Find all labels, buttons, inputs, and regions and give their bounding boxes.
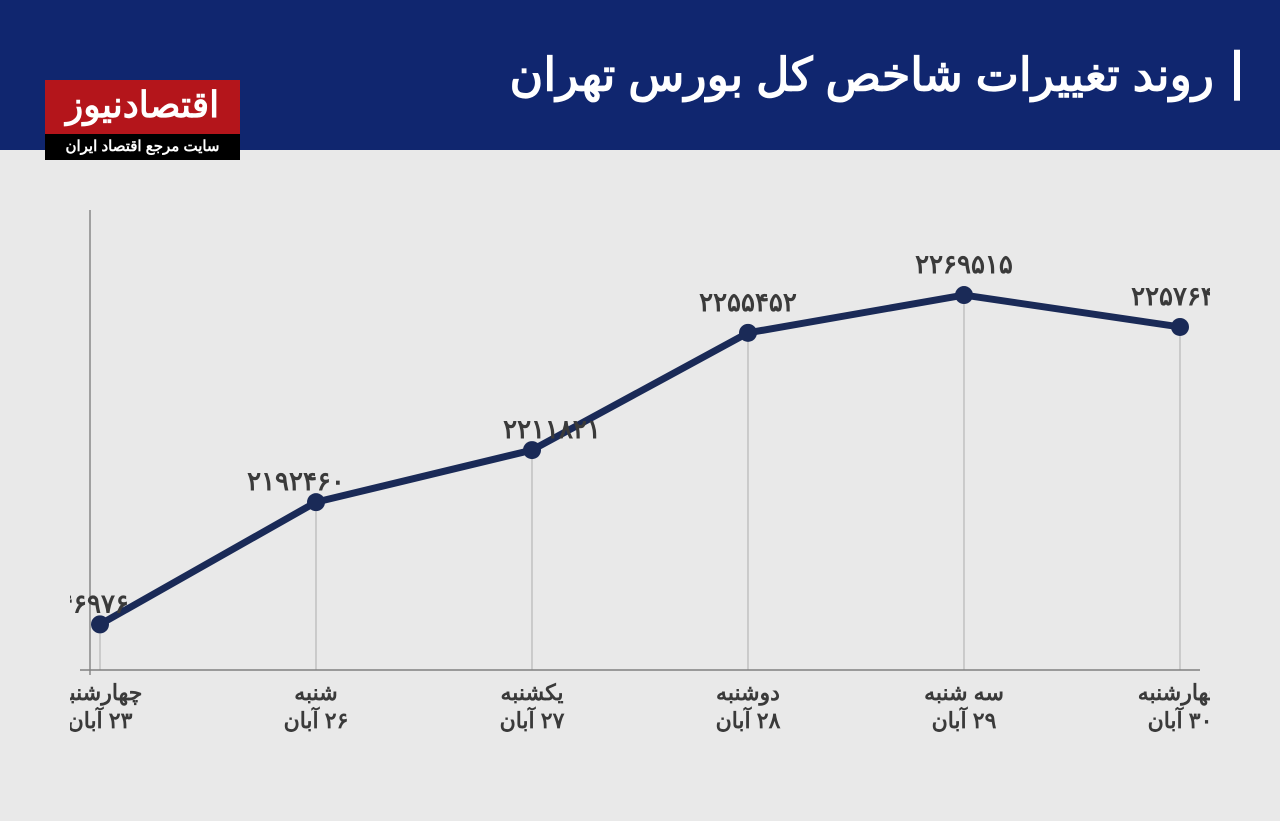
chart-data-point (739, 324, 757, 342)
brand-logo-top: اقتصادنیوز (45, 80, 240, 134)
chart-x-tick-day: دوشنبه (716, 680, 780, 706)
chart-data-point (1171, 318, 1189, 336)
chart-x-tick-day: سه شنبه (924, 680, 1004, 705)
chart-x-tick-date: ۲۳ آبان (70, 706, 133, 733)
chart-x-tick-date: ۲۶ آبان (284, 706, 349, 733)
chart-x-tick-date: ۳۰ آبان (1148, 706, 1210, 733)
chart-value-label: ۲۲۱۱۸۲۱ (503, 414, 601, 444)
chart-x-tick-day: شنبه (294, 680, 338, 705)
chart-x-tick-day: چهارشنبه (1138, 680, 1210, 706)
chart-x-tick-day: یکشنبه (501, 680, 564, 705)
chart-x-tick-date: ۲۸ آبان (716, 706, 781, 733)
chart-x-tick-date: ۲۹ آبان (932, 706, 997, 733)
chart-x-tick-day: چهارشنبه (70, 680, 142, 706)
chart-series-line (100, 295, 1180, 624)
page-title: روند تغییرات شاخص کل بورس تهران (510, 50, 1240, 101)
brand-logo-bottom: سایت مرجع اقتصاد ایران (45, 134, 240, 160)
chart-value-label: ۲۱۹۲۴۶۰ (247, 466, 345, 496)
chart-data-point (955, 286, 973, 304)
chart-value-label: ۲۱۴۶۹۷۶ (70, 588, 129, 618)
chart-value-label: ۲۲۶۹۵۱۵ (915, 249, 1013, 279)
brand-logo: اقتصادنیوز سایت مرجع اقتصاد ایران (45, 80, 240, 160)
index-line-chart: ۲۱۴۶۹۷۶چهارشنبه۲۳ آبان۲۱۹۲۴۶۰شنبه۲۶ آبان… (70, 200, 1210, 760)
chart-value-label: ۲۲۵۷۶۴۷ (1131, 281, 1210, 311)
chart-x-tick-date: ۲۷ آبان (500, 706, 565, 733)
chart-value-label: ۲۲۵۵۴۵۲ (699, 287, 797, 317)
